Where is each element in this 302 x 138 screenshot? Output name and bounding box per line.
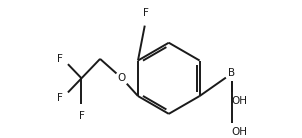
Text: B: B [228, 68, 235, 78]
Text: F: F [79, 111, 85, 121]
Text: OH: OH [232, 127, 248, 137]
Text: O: O [118, 73, 126, 83]
Text: F: F [143, 8, 149, 18]
Text: F: F [57, 93, 63, 103]
Text: F: F [57, 54, 63, 64]
Text: OH: OH [232, 96, 248, 106]
